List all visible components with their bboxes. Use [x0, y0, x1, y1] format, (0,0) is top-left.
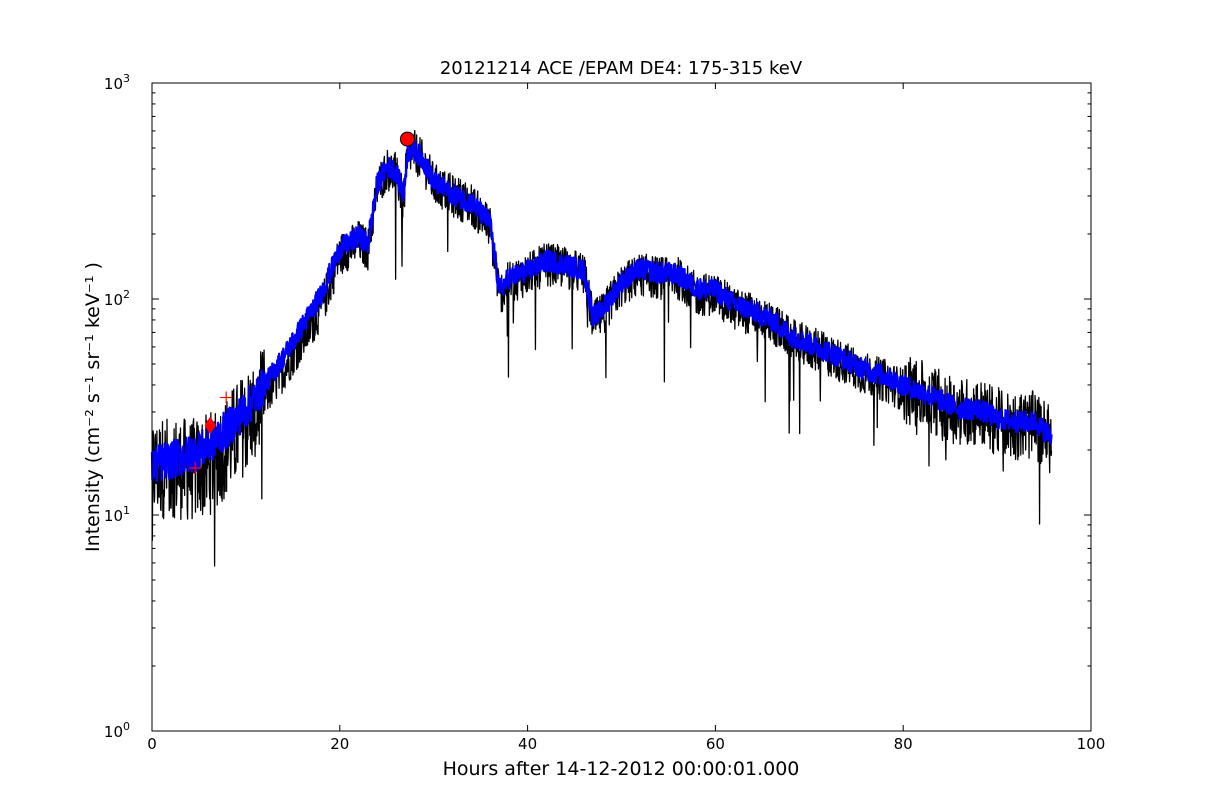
- x-tick-label: 40: [518, 735, 537, 753]
- y-axis-label: Intensity (cm⁻² s⁻¹ sr⁻¹ keV⁻¹ ): [82, 262, 104, 552]
- y-tick-label: 102: [104, 288, 130, 309]
- x-tick-label: 60: [706, 735, 725, 753]
- chart-title: 20121214 ACE /EPAM DE4: 175-315 keV: [440, 58, 803, 79]
- y-tick-label: 101: [104, 504, 130, 525]
- marker-plus: [189, 462, 202, 475]
- plot-area: [150, 129, 1053, 567]
- x-tick-label: 20: [330, 735, 349, 753]
- series-line-0: [151, 129, 1053, 567]
- x-tick-label: 80: [894, 735, 913, 753]
- plot-frame: [151, 82, 1092, 732]
- axis-ticks: 0 20 40 60 80 100 100 101 102 103: [104, 72, 1105, 753]
- marker-diamond: [204, 416, 216, 435]
- marker-plus: [220, 391, 233, 404]
- x-tick-label: 100: [1077, 735, 1106, 753]
- y-tick-label: 103: [104, 72, 130, 93]
- x-axis-label: Hours after 14-12-2012 00:00:01.000: [443, 758, 800, 780]
- y-tick-label: 100: [104, 720, 130, 741]
- x-tick-label: 0: [147, 735, 157, 753]
- series-line-1: [150, 139, 1053, 482]
- marker-circle: [399, 131, 415, 147]
